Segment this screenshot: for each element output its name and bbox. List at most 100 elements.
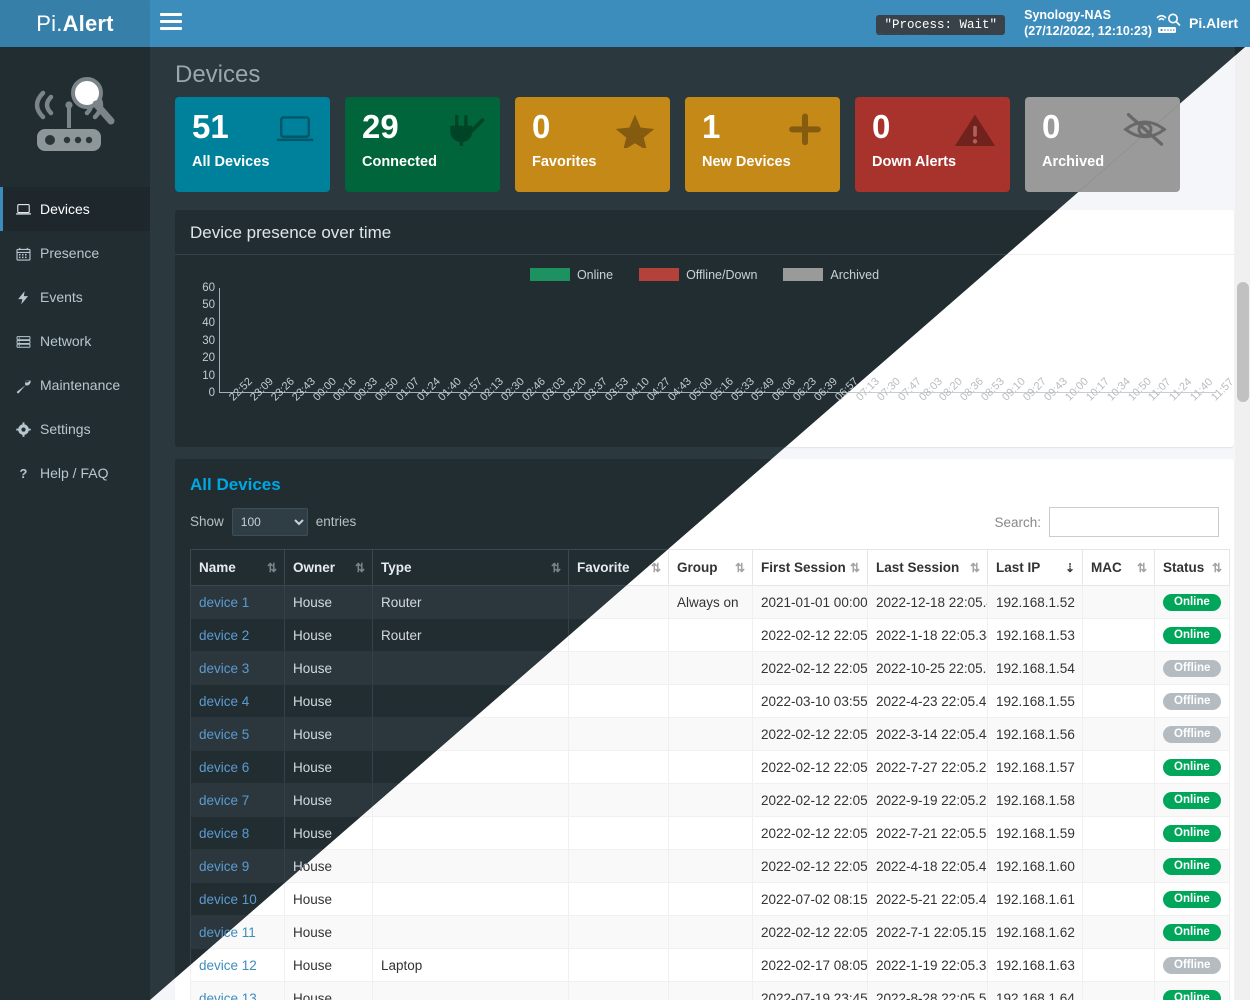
cell-name[interactable]: device 13	[190, 981, 285, 1000]
cell-name[interactable]: device 12	[190, 948, 285, 982]
column-header-last-ip[interactable]: Last IP ⇣	[987, 549, 1083, 586]
legend-swatch	[529, 268, 570, 281]
y-tick-label: 40	[202, 316, 215, 329]
cell-last-session: 2022-5-21 22:05.47	[867, 882, 988, 916]
column-header-owner[interactable]: Owner ⇅	[284, 549, 373, 586]
device-link[interactable]: device 4	[199, 693, 250, 709]
sort-both-icon[interactable]: ⇅	[734, 560, 745, 575]
cell-group	[668, 948, 753, 982]
stat-card-new-devices[interactable]: 1 New Devices	[685, 97, 840, 192]
y-tick-label: 10	[202, 369, 215, 382]
device-link[interactable]: device 6	[199, 759, 250, 775]
cell-name[interactable]: device 4	[190, 684, 285, 718]
cell-type	[372, 849, 569, 883]
cell-first-session: 2022-02-12 22:05	[752, 915, 868, 949]
device-link[interactable]: device 2	[199, 627, 250, 643]
cell-status: Online	[1154, 849, 1230, 883]
cell-favorite	[568, 849, 669, 883]
sort-both-icon[interactable]: ⇅	[266, 560, 277, 575]
sort-descending-icon[interactable]: ⇣	[1064, 560, 1075, 575]
sidebar-item-help-faq[interactable]: ? Help / FAQ	[0, 451, 150, 495]
cell-name[interactable]: device 2	[190, 618, 285, 652]
cell-group	[668, 750, 753, 784]
column-header-status[interactable]: Status ⇅	[1154, 549, 1230, 586]
stat-card-favorites[interactable]: 0 Favorites	[515, 97, 670, 192]
header-user-menu[interactable]: Pi.Alert	[1156, 10, 1238, 37]
status-badge: Online	[1163, 594, 1221, 611]
plus-icon	[789, 113, 821, 146]
sidebar-item-settings[interactable]: Settings	[0, 407, 150, 451]
cell-first-session: 2022-02-12 22:05	[752, 651, 868, 685]
entries-label: entries	[315, 514, 357, 529]
sort-both-icon[interactable]: ⇅	[650, 560, 661, 575]
device-link[interactable]: device 7	[199, 792, 250, 808]
status-badge: Offline	[1163, 660, 1222, 677]
sidebar-item-presence[interactable]: Presence	[0, 231, 150, 275]
cell-name[interactable]: device 1	[190, 585, 285, 619]
column-header-label: Status	[1163, 560, 1205, 575]
sort-both-icon[interactable]: ⇅	[1211, 560, 1222, 575]
column-header-group[interactable]: Group ⇅	[668, 549, 753, 586]
cell-name[interactable]: device 8	[190, 816, 285, 850]
sort-both-icon[interactable]: ⇅	[969, 560, 980, 575]
column-header-type[interactable]: Type ⇅	[372, 549, 569, 586]
device-link[interactable]: device 10	[199, 891, 257, 907]
column-header-last-session[interactable]: Last Session ⇅	[867, 549, 988, 586]
device-link[interactable]: device 9	[199, 858, 250, 874]
app-logo[interactable]: Pi.Alert	[0, 0, 150, 47]
sidebar: Devices Presence Events Network Maintenance S…	[0, 47, 150, 1000]
sort-both-icon[interactable]: ⇅	[354, 560, 365, 575]
x-axis-line	[219, 392, 1216, 393]
sidebar-item-maintenance[interactable]: Maintenance	[0, 363, 150, 407]
sidebar-item-network[interactable]: Network	[0, 319, 150, 363]
device-link[interactable]: device 1	[199, 594, 250, 610]
sort-both-icon[interactable]: ⇅	[550, 560, 561, 575]
page-size-select[interactable]: 102550100	[231, 508, 308, 536]
cell-last-ip: 192.168.1.56	[987, 717, 1083, 751]
device-link[interactable]: device 13	[199, 990, 257, 1000]
stat-card-all-devices[interactable]: 51 All Devices	[175, 97, 330, 192]
cell-type	[372, 783, 569, 817]
table-row[interactable]: device 10 House 2022-07-02 08:152022-5-21 …	[190, 882, 1230, 916]
cell-mac	[1082, 882, 1155, 916]
device-link[interactable]: device 5	[199, 726, 250, 742]
cell-last-ip: 192.168.1.64	[987, 981, 1083, 1000]
column-header-mac[interactable]: MAC ⇅	[1082, 549, 1155, 586]
device-link[interactable]: device 8	[199, 825, 250, 841]
cell-last-session: 2022-9-19 22:05.26	[867, 783, 988, 817]
cell-status: Online	[1154, 816, 1230, 850]
cell-name[interactable]: device 7	[190, 783, 285, 817]
stat-card-down-alerts[interactable]: 0 Down Alerts	[855, 97, 1010, 192]
cell-last-session: 2022-7-27 22:05.28	[867, 750, 988, 784]
scrollbar-thumb[interactable]	[1237, 282, 1249, 402]
cell-favorite	[568, 816, 669, 850]
cell-first-session: 2022-02-12 22:05	[752, 816, 868, 850]
sort-both-icon[interactable]: ⇅	[1136, 560, 1147, 575]
warning-triangle-icon	[954, 114, 996, 146]
cell-first-session: 2022-07-02 08:15	[752, 882, 868, 916]
cell-last-session: 2022-12-18 22:05.47	[867, 585, 988, 619]
device-link[interactable]: device 3	[199, 660, 250, 676]
sidebar-item-events[interactable]: Events	[0, 275, 150, 319]
cell-name[interactable]: device 5	[190, 717, 285, 751]
search-input[interactable]	[1049, 507, 1219, 537]
sidebar-item-devices[interactable]: Devices	[0, 187, 150, 231]
column-header-first-session[interactable]: First Session⇅	[752, 549, 868, 586]
cell-name[interactable]: device 6	[190, 750, 285, 784]
sort-both-icon[interactable]: ⇅	[849, 560, 860, 575]
column-header-name[interactable]: Name ⇅	[190, 549, 285, 586]
cell-favorite	[568, 717, 669, 751]
cell-name[interactable]: device 9	[190, 849, 285, 883]
cell-name[interactable]: device 3	[190, 651, 285, 685]
cell-last-session: 2022-7-1 22:05.15	[867, 915, 988, 949]
stat-card-connected[interactable]: 29 Connected	[345, 97, 500, 192]
hamburger-icon[interactable]	[160, 13, 182, 33]
page-scrollbar[interactable]	[1235, 47, 1250, 1000]
device-link[interactable]: device 12	[199, 957, 257, 973]
